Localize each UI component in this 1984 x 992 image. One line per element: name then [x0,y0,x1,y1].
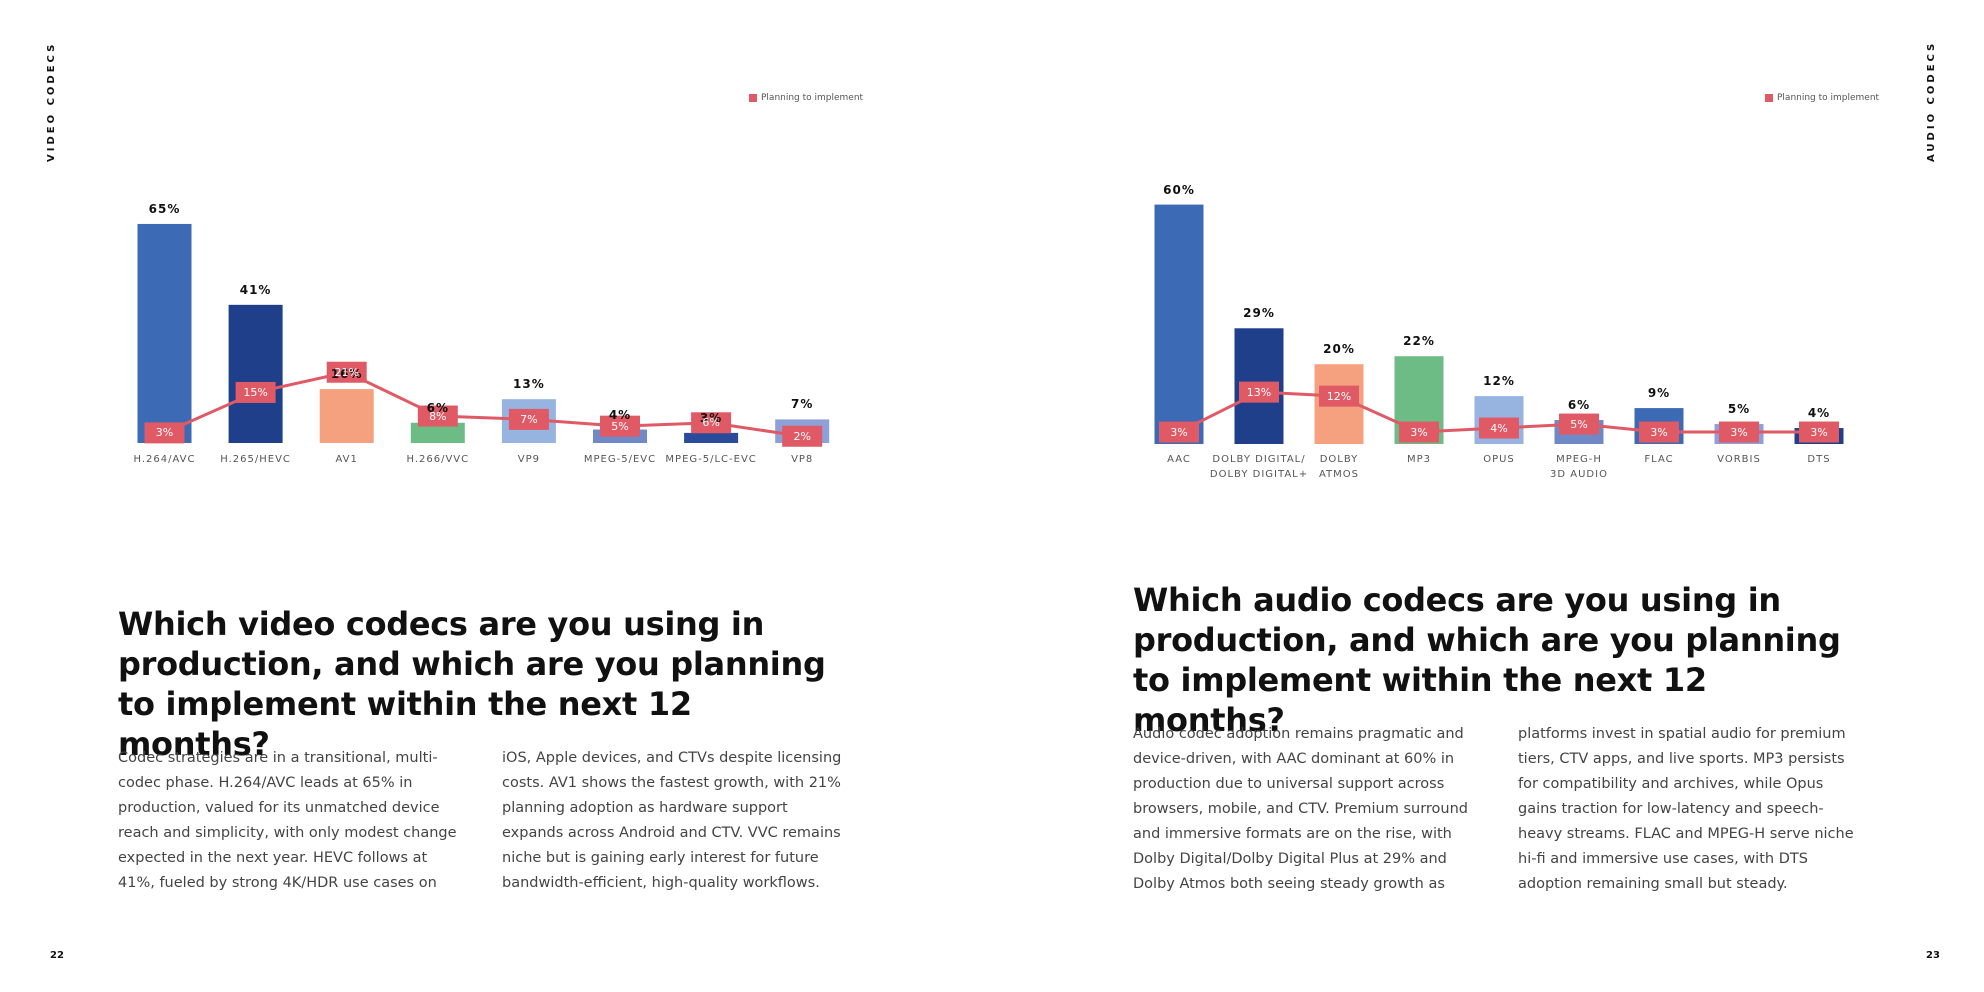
plan-value-label: 6% [702,416,720,430]
plan-value-label: 12% [1326,389,1352,403]
plan-marker [235,381,276,403]
plan-marker [1239,381,1279,403]
bar-value-label: 6% [1567,398,1591,413]
category-label: MP3 [1406,454,1432,465]
plan-value-label: 3% [155,426,174,440]
category-label: DTS [1807,454,1831,465]
category-label: OPUS [1483,454,1515,465]
bar-value-label: 60% [1163,182,1195,197]
plan-value-label: 13% [1246,385,1272,399]
bar-value-label: 29% [1243,306,1275,321]
category-label: DOLBY DIGITAL/ DOLBY DIGITAL+ [1209,454,1309,480]
category-label: FLAC [1644,454,1674,465]
plan-marker [508,408,549,430]
bar [1154,204,1204,444]
category-label: H.265/HEVC [220,454,291,465]
plan-marker [417,405,458,427]
category-label: VORBIS [1717,454,1761,465]
bar-value-label: 65% [148,201,181,216]
plan-value-label: 5% [1570,417,1588,431]
plan-value-label: 4% [1490,421,1508,435]
bar-value-label: 7% [791,397,814,412]
bar-value-label: 41% [239,282,272,297]
category-label: MPEG-5/EVC [583,454,657,465]
bar-value-label: 16% [330,367,363,382]
bar [684,432,739,443]
bar [137,223,192,443]
body-text: platforms invest in spatial audio for pr… [1518,726,1854,892]
bar-value-label: 9% [1647,386,1671,401]
plan-marker [600,415,640,437]
legend-label: Planning to implement [1777,92,1880,103]
plan-value-label: 3% [1730,425,1748,439]
side-label: AUDIO CODECS [1926,40,1937,162]
bar [228,304,283,443]
category-label: MPEG-H 3D AUDIO [1550,454,1608,480]
plan-value-label: 2% [793,429,811,443]
bar-value-label: 6% [426,400,449,415]
page-number: 23 [1926,950,1940,961]
heading: Which audio codecs are you using in prod… [1133,581,1841,739]
body-text: Codec strategies are in a transitional, … [118,750,457,891]
category-label: H.264/AVC [133,454,196,465]
plan-value-label: 8% [429,409,447,423]
legend-swatch [749,94,757,102]
body-text: Audio codec adoption remains pragmatic a… [1133,726,1469,892]
category-label: AAC [1167,454,1191,465]
category-label: VP8 [791,454,814,465]
plan-marker [1799,421,1839,443]
bar-value-label: 5% [1727,402,1751,417]
plan-value-label: 15% [243,385,268,399]
category-label: AV1 [335,454,358,465]
category-label: H.266/VVC [406,454,470,465]
plan-marker [1399,421,1439,443]
bar-value-label: 13% [513,377,545,392]
plan-marker [1479,417,1519,439]
plan-marker [144,422,185,444]
bar [410,422,465,443]
body-text: iOS, Apple devices, and CTVs despite lic… [502,750,842,891]
plan-value-label: 3% [1810,425,1828,439]
plan-marker [1719,421,1759,443]
bar-value-label: 4% [1807,406,1831,421]
bar [319,389,374,443]
heading: Which video codecs are you using in prod… [118,605,826,763]
bar-value-label: 12% [1483,374,1515,389]
plan-marker [1319,385,1359,407]
plan-marker [326,361,367,383]
page-number: 22 [50,950,64,961]
side-label: VIDEO CODECS [46,41,57,162]
plan-value-label: 7% [520,412,538,426]
plan-marker [782,425,823,447]
bar-value-label: 20% [1323,342,1355,357]
plan-value-label: 3% [1170,425,1188,439]
bar-value-label: 3% [699,410,723,425]
plan-marker [1559,413,1599,435]
plan-marker [1639,421,1679,443]
plan-value-label: 3% [1650,425,1668,439]
bar-value-label: 4% [608,407,632,422]
legend-label: Planning to implement [761,92,864,103]
category-label: MPEG-5/LC-EVC [665,454,757,465]
category-label: DOLBY ATMOS [1318,454,1360,480]
plan-value-label: 5% [611,419,629,433]
category-label: VP9 [517,454,540,465]
legend-swatch [1765,94,1773,102]
bar-value-label: 22% [1403,334,1435,349]
plan-marker [1159,421,1199,443]
plan-marker [691,412,732,434]
plan-value-label: 21% [334,365,359,379]
plan-value-label: 3% [1410,425,1428,439]
